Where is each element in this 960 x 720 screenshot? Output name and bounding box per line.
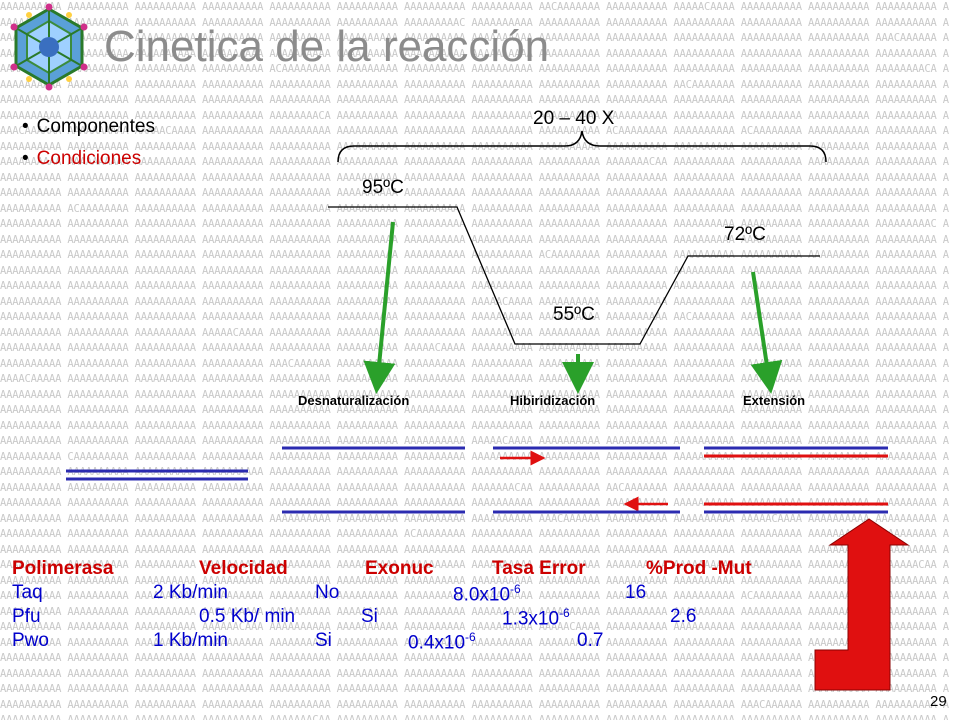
- cell-speed: 1 Kb/min: [153, 630, 228, 651]
- cell-mut: 2.6: [670, 606, 697, 627]
- header-polimerasa: Polimerasa: [12, 558, 114, 579]
- step-label-extension: Extensión: [743, 393, 805, 408]
- bullet-label: Componentes: [36, 116, 155, 137]
- cycles-label: 20 – 40 X: [533, 108, 615, 129]
- cycle-brace: [337, 130, 827, 163]
- bullet-label: Condiciones: [36, 148, 142, 169]
- temperature-profile: [328, 206, 820, 345]
- arrow-extension: [750, 271, 783, 394]
- polymerase-table: Polimerasa Velocidad Exonuc Tasa Error %…: [12, 558, 812, 654]
- error-base: 8.0x10: [453, 584, 511, 606]
- temp-72: 72ºC: [724, 224, 766, 245]
- cell-speed: 2 Kb/min: [153, 582, 228, 603]
- cell-error: 1.3x10-6: [502, 606, 570, 630]
- table-row: Taq 2 Kb/min No 8.0x10-6 16: [12, 582, 812, 606]
- bullet-componentes: • Componentes: [22, 116, 155, 137]
- table-header-row: Polimerasa Velocidad Exonuc Tasa Error %…: [12, 558, 812, 582]
- page-number: 29: [930, 693, 947, 710]
- cell-error: 0.4x10-6: [408, 630, 476, 654]
- slide-title: Cinetica de la reacción: [104, 22, 550, 71]
- error-exp: -6: [559, 606, 570, 620]
- cell-mut: 0.7: [577, 630, 604, 651]
- header-prod-mut: %Prod -Mut: [646, 558, 752, 579]
- step-label-hybridization: Hibiridización: [510, 393, 595, 408]
- table-row: Pfu 0.5 Kb/ min Si 1.3x10-6 2.6: [12, 606, 812, 630]
- header-velocidad: Velocidad: [199, 558, 288, 579]
- cell-speed: 0.5 Kb/ min: [199, 606, 296, 627]
- step-label-denaturation: Desnaturalización: [298, 393, 409, 408]
- header-exonuc: Exonuc: [365, 558, 434, 579]
- error-exp: -6: [510, 582, 521, 596]
- header-tasa-error: Tasa Error: [492, 558, 586, 579]
- dna-virus-logo: [10, 3, 88, 91]
- error-exp: -6: [465, 630, 476, 644]
- cell-exo: Si: [315, 630, 332, 651]
- cell-error: 8.0x10-6: [453, 582, 521, 606]
- error-base: 0.4x10: [408, 632, 466, 654]
- temp-95: 95ºC: [362, 177, 404, 198]
- cell-name: Pwo: [12, 630, 49, 651]
- cell-name: Taq: [12, 582, 43, 603]
- temp-55: 55ºC: [553, 304, 595, 325]
- bullet-condiciones: • Condiciones: [22, 148, 142, 169]
- error-base: 1.3x10: [502, 608, 560, 630]
- cell-exo: Si: [361, 606, 378, 627]
- table-row: Pwo 1 Kb/min Si 0.4x10-6 0.7: [12, 630, 812, 654]
- cell-exo: No: [315, 582, 340, 603]
- cycle-repeat-arrow: [814, 518, 910, 691]
- cell-mut: 16: [625, 582, 647, 603]
- arrow-denaturation: [363, 221, 396, 394]
- cell-name: Pfu: [12, 606, 41, 627]
